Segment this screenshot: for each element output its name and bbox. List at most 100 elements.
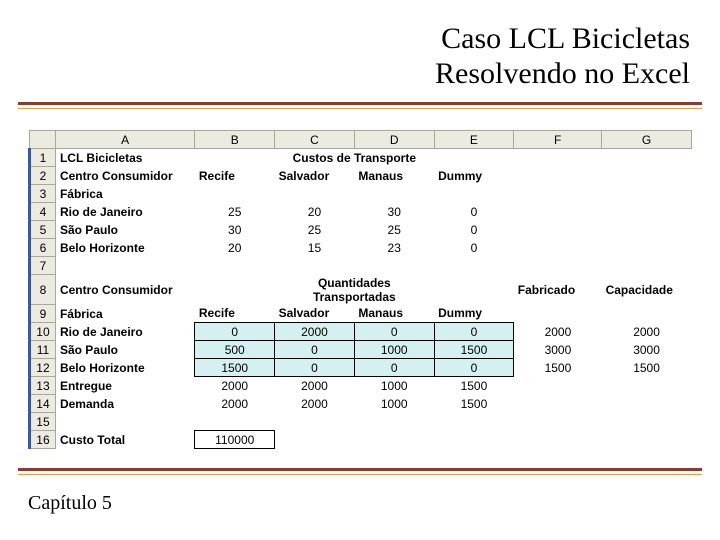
cell-D14[interactable]: 1000: [354, 395, 434, 413]
cell-E6[interactable]: 0: [434, 239, 514, 257]
col-header-G[interactable]: G: [602, 131, 692, 149]
cell-G14[interactable]: [602, 395, 692, 413]
cell-D6[interactable]: 23: [354, 239, 434, 257]
cell-G10[interactable]: 2000: [602, 323, 692, 341]
cell-G2[interactable]: [602, 167, 692, 185]
cell-C3[interactable]: [275, 185, 355, 203]
cell-A16[interactable]: Custo Total: [55, 431, 194, 449]
cell-C11[interactable]: 0: [275, 341, 355, 359]
cell-D9[interactable]: Manaus: [354, 305, 434, 323]
row-header-8[interactable]: 8: [30, 275, 56, 305]
cell-A14[interactable]: Demanda: [55, 395, 194, 413]
cell-C4[interactable]: 20: [275, 203, 355, 221]
col-header-E[interactable]: E: [434, 131, 514, 149]
cell-E14[interactable]: 1500: [434, 395, 514, 413]
row-header-3[interactable]: 3: [30, 185, 56, 203]
cell-B10[interactable]: 0: [195, 323, 275, 341]
cell-F4[interactable]: [514, 203, 602, 221]
cell-G13[interactable]: [602, 377, 692, 395]
cell-A2[interactable]: Centro Consumidor: [55, 167, 194, 185]
cell-F6[interactable]: [514, 239, 602, 257]
cell-D7[interactable]: [354, 257, 434, 275]
cell-D2[interactable]: Manaus: [354, 167, 434, 185]
row-header-14[interactable]: 14: [30, 395, 56, 413]
cell-E15[interactable]: [434, 413, 514, 431]
cell-E13[interactable]: 1500: [434, 377, 514, 395]
cell-C12[interactable]: 0: [275, 359, 355, 377]
cell-A7[interactable]: [55, 257, 194, 275]
cell-G7[interactable]: [602, 257, 692, 275]
cell-D12[interactable]: 0: [354, 359, 434, 377]
cell-F14[interactable]: [514, 395, 602, 413]
cell-A3[interactable]: Fábrica: [55, 185, 194, 203]
corner-cell[interactable]: [30, 131, 56, 149]
cell-B16[interactable]: 110000: [195, 431, 275, 449]
row-header-7[interactable]: 7: [30, 257, 56, 275]
cell-B11[interactable]: 500: [195, 341, 275, 359]
cell-B4[interactable]: 25: [195, 203, 275, 221]
cell-C2[interactable]: Salvador: [275, 167, 355, 185]
cell-G11[interactable]: 3000: [602, 341, 692, 359]
cell-A8[interactable]: Centro Consumidor: [55, 275, 194, 305]
cell-B5[interactable]: 30: [195, 221, 275, 239]
cell-F15[interactable]: [514, 413, 602, 431]
row-header-4[interactable]: 4: [30, 203, 56, 221]
row-header-15[interactable]: 15: [30, 413, 56, 431]
cell-F2[interactable]: [514, 167, 602, 185]
cell-F13[interactable]: [514, 377, 602, 395]
cell-D10[interactable]: 0: [354, 323, 434, 341]
cell-E3[interactable]: [434, 185, 514, 203]
cell-G1[interactable]: [602, 149, 692, 167]
cell-D11[interactable]: 1000: [354, 341, 434, 359]
cell-E4[interactable]: 0: [434, 203, 514, 221]
cell-C8[interactable]: Quantidades Transportadas: [275, 275, 435, 305]
cell-D15[interactable]: [354, 413, 434, 431]
col-header-F[interactable]: F: [514, 131, 602, 149]
cell-D13[interactable]: 1000: [354, 377, 434, 395]
cell-F7[interactable]: [514, 257, 602, 275]
cell-B7[interactable]: [195, 257, 275, 275]
cell-E1[interactable]: [434, 149, 514, 167]
cell-B14[interactable]: 2000: [195, 395, 275, 413]
cell-A9[interactable]: Fábrica: [55, 305, 194, 323]
cell-B13[interactable]: 2000: [195, 377, 275, 395]
cell-C7[interactable]: [275, 257, 355, 275]
cell-C5[interactable]: 25: [275, 221, 355, 239]
cell-D4[interactable]: 30: [354, 203, 434, 221]
row-header-10[interactable]: 10: [30, 323, 56, 341]
row-header-13[interactable]: 13: [30, 377, 56, 395]
row-header-6[interactable]: 6: [30, 239, 56, 257]
col-header-C[interactable]: C: [275, 131, 355, 149]
row-header-1[interactable]: 1: [30, 149, 56, 167]
cell-D3[interactable]: [354, 185, 434, 203]
cell-E16[interactable]: [434, 431, 514, 449]
row-header-2[interactable]: 2: [30, 167, 56, 185]
cell-B15[interactable]: [195, 413, 275, 431]
cell-B2[interactable]: Recife: [195, 167, 275, 185]
row-header-5[interactable]: 5: [30, 221, 56, 239]
col-header-D[interactable]: D: [354, 131, 434, 149]
cell-F8[interactable]: Fabricado: [514, 275, 602, 305]
cell-G9[interactable]: [602, 305, 692, 323]
cell-B8[interactable]: [195, 275, 275, 305]
cell-E11[interactable]: 1500: [434, 341, 514, 359]
cell-C10[interactable]: 2000: [275, 323, 355, 341]
cell-G12[interactable]: 1500: [602, 359, 692, 377]
cell-A15[interactable]: [55, 413, 194, 431]
cell-F3[interactable]: [514, 185, 602, 203]
cell-B3[interactable]: [195, 185, 275, 203]
cell-D5[interactable]: 25: [354, 221, 434, 239]
cell-A4[interactable]: Rio de Janeiro: [55, 203, 194, 221]
cell-B9[interactable]: Recife: [195, 305, 275, 323]
cell-F5[interactable]: [514, 221, 602, 239]
cell-C13[interactable]: 2000: [275, 377, 355, 395]
cell-G8[interactable]: Capacidade: [602, 275, 692, 305]
cell-A11[interactable]: São Paulo: [55, 341, 194, 359]
row-header-11[interactable]: 11: [30, 341, 56, 359]
cell-A5[interactable]: São Paulo: [55, 221, 194, 239]
cell-E12[interactable]: 0: [434, 359, 514, 377]
cell-G6[interactable]: [602, 239, 692, 257]
cell-F9[interactable]: [514, 305, 602, 323]
cell-C9[interactable]: Salvador: [275, 305, 355, 323]
cell-A12[interactable]: Belo Horizonte: [55, 359, 194, 377]
